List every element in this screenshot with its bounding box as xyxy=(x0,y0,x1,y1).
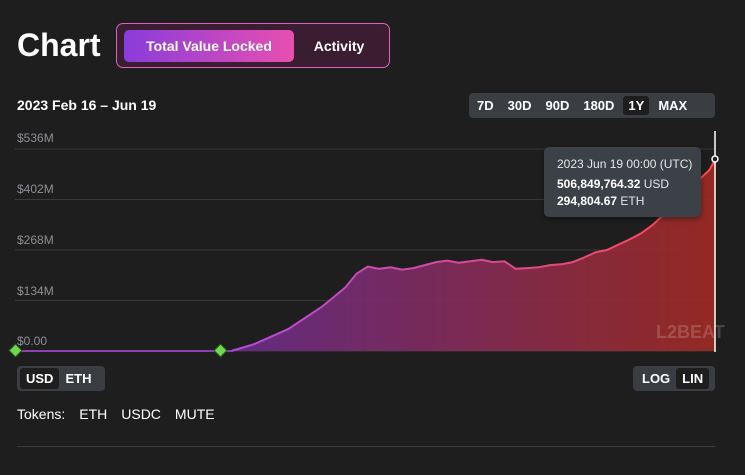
tokens-label: Tokens: xyxy=(17,406,66,422)
chart-type-tabs: Total Value Locked Activity xyxy=(116,23,390,68)
hover-point xyxy=(711,155,719,163)
launch-marker xyxy=(213,343,228,358)
tooltip-date: 2023 Jun 19 00:00 (UTC) xyxy=(557,157,693,171)
token-mute[interactable]: MUTE xyxy=(174,406,215,422)
y-tick-402m: $402M xyxy=(17,182,54,196)
tooltip-usd-row: 506,849,764.32 USD xyxy=(557,177,669,191)
divider xyxy=(17,446,715,447)
scale-lin[interactable]: LIN xyxy=(676,368,710,389)
tokens-list: Tokens: ETH USDC MUTE xyxy=(17,406,229,422)
tooltip-usd-value: 506,849,764.32 xyxy=(557,177,641,191)
y-tick-268m: $268M xyxy=(17,233,54,247)
range-1y[interactable]: 1Y xyxy=(623,96,650,115)
currency-eth[interactable]: ETH xyxy=(65,371,92,386)
range-30d[interactable]: 30D xyxy=(507,98,532,113)
token-usdc[interactable]: USDC xyxy=(121,406,161,422)
time-range-selector: 7D 30D 90D 180D 1Y MAX xyxy=(469,93,715,118)
tooltip-eth-row: 294,804.67 ETH xyxy=(557,194,644,208)
tab-total-value-locked[interactable]: Total Value Locked xyxy=(124,30,294,62)
tooltip-eth-unit: ETH xyxy=(620,194,645,208)
start-marker xyxy=(8,343,23,358)
tooltip-usd-unit: USD xyxy=(643,177,670,191)
tvl-area xyxy=(231,160,716,351)
tooltip-eth-value: 294,804.67 xyxy=(557,194,618,208)
scale-log[interactable]: LOG xyxy=(642,371,671,386)
range-180d[interactable]: 180D xyxy=(583,98,615,113)
tvl-line xyxy=(231,159,716,352)
currency-usd[interactable]: USD xyxy=(20,368,60,389)
y-tick-0: $0.00 xyxy=(17,334,48,348)
y-tick-536m: $536M xyxy=(17,131,54,145)
scale-toggle: LOG LIN xyxy=(633,366,715,391)
y-tick-134m: $134M xyxy=(17,284,54,298)
range-7d[interactable]: 7D xyxy=(477,98,494,113)
l2beat-watermark: L2BEAT xyxy=(656,322,725,342)
tab-activity[interactable]: Activity xyxy=(313,38,365,54)
chart-tooltip: 2023 Jun 19 00:00 (UTC) 506,849,764.32 U… xyxy=(544,147,701,217)
date-range: 2023 Feb 16 – Jun 19 xyxy=(17,97,157,113)
range-max[interactable]: MAX xyxy=(658,98,688,113)
range-90d[interactable]: 90D xyxy=(545,98,570,113)
currency-toggle: USD ETH xyxy=(17,366,105,391)
token-eth[interactable]: ETH xyxy=(79,406,108,422)
page-title: Chart xyxy=(17,27,101,63)
